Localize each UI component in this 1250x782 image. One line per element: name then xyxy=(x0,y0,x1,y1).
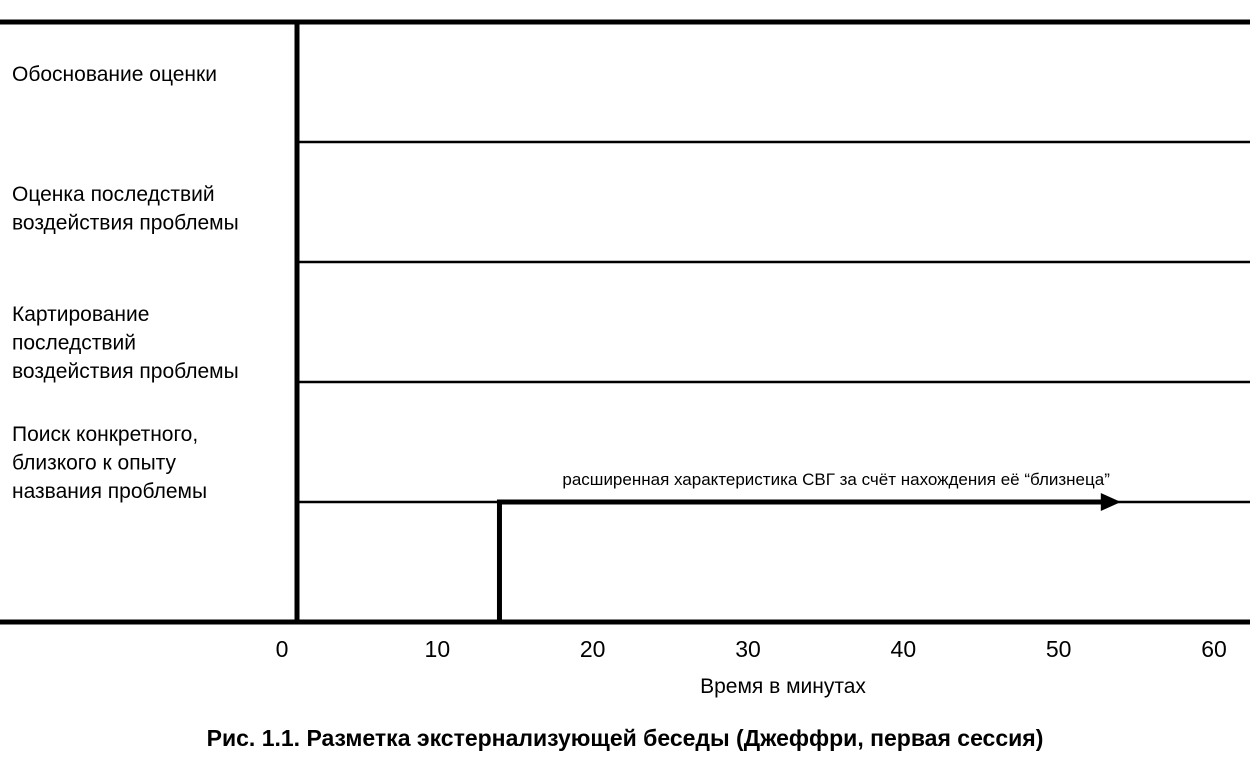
x-tick-label: 0 xyxy=(276,636,289,662)
step-label: расширенная характеристика СВГ за счёт н… xyxy=(562,470,1110,489)
x-tick-label: 20 xyxy=(580,636,606,662)
row-label: Поиск конкретного, xyxy=(12,423,198,446)
chart-title: Рис. 1.1. Разметка экстернализующей бесе… xyxy=(207,725,1044,751)
row-label: Картирование xyxy=(12,303,149,326)
step-arrow xyxy=(496,499,1103,622)
row-label: Обоснование оценки xyxy=(12,63,217,86)
x-axis-label: Время в минутах xyxy=(700,675,866,698)
row-label: последствий xyxy=(12,332,136,355)
arrow-head xyxy=(1100,493,1121,511)
x-tick-label: 50 xyxy=(1046,636,1072,662)
row-label: воздействия проблемы xyxy=(12,212,239,235)
x-tick-label: 60 xyxy=(1201,636,1227,662)
x-tick-label: 40 xyxy=(891,636,917,662)
row-label: воздействия проблемы xyxy=(12,360,239,383)
x-tick-label: 10 xyxy=(425,636,451,662)
row-label: Оценка последствий xyxy=(12,183,215,206)
row-label: названия проблемы xyxy=(12,480,207,503)
x-tick-label: 30 xyxy=(735,636,761,662)
row-label: близкого к опыту xyxy=(12,452,177,475)
